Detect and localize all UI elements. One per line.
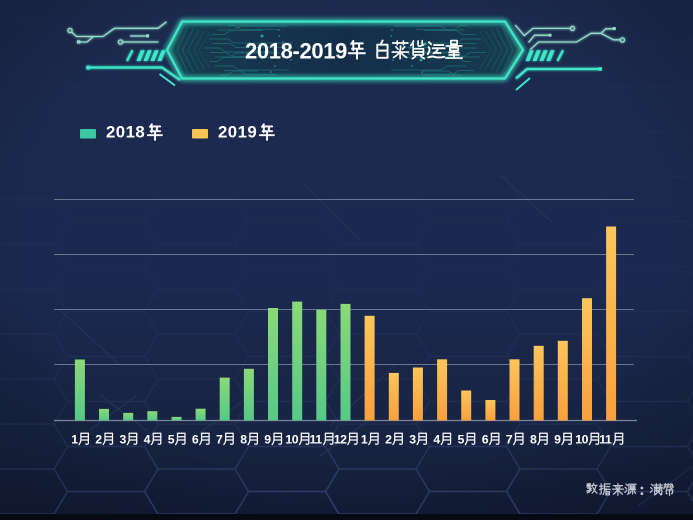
svg-text:9: 9 <box>554 432 561 446</box>
svg-text:10: 10 <box>285 432 298 446</box>
svg-text:9: 9 <box>264 432 271 446</box>
svg-text:2018: 2018 <box>106 123 145 142</box>
svg-text:11: 11 <box>310 432 323 446</box>
svg-text:12: 12 <box>334 432 347 446</box>
svg-text:6: 6 <box>192 432 199 446</box>
svg-text:4: 4 <box>144 432 151 446</box>
svg-text:2019: 2019 <box>218 123 257 142</box>
svg-text:2: 2 <box>95 432 102 446</box>
svg-text:2018-2019: 2018-2019 <box>245 38 347 63</box>
svg-text:7: 7 <box>506 432 513 446</box>
svg-text:5: 5 <box>458 432 465 446</box>
svg-text:4: 4 <box>433 432 440 446</box>
svg-text:11: 11 <box>599 432 612 446</box>
svg-text:5: 5 <box>168 432 175 446</box>
svg-text:1: 1 <box>71 432 78 446</box>
svg-text:6: 6 <box>482 432 489 446</box>
svg-text:1: 1 <box>361 432 368 446</box>
svg-text:2: 2 <box>385 432 392 446</box>
svg-text:3: 3 <box>409 432 416 446</box>
svg-text:8: 8 <box>240 432 247 446</box>
svg-text:10: 10 <box>575 432 588 446</box>
svg-text:7: 7 <box>216 432 223 446</box>
svg-text:8: 8 <box>530 432 537 446</box>
svg-text:3: 3 <box>120 432 127 446</box>
